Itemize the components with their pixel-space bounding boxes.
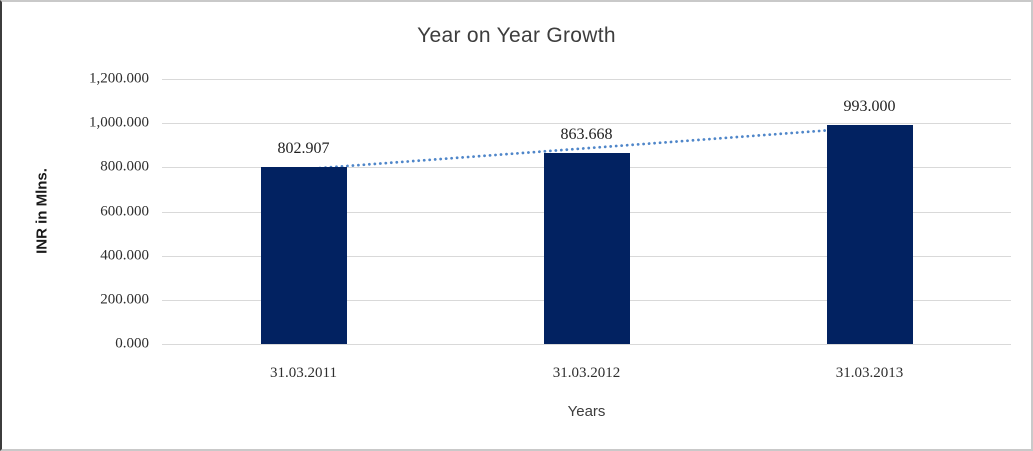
y-tick-label: 600.000 bbox=[100, 203, 149, 219]
y-tick-label: 1,200.000 bbox=[89, 70, 149, 87]
x-tick-label: 31.03.2012 bbox=[552, 365, 621, 381]
bar bbox=[543, 153, 630, 344]
chart-title: Year on Year Growth bbox=[417, 24, 616, 47]
bar-data-label: 802.907 bbox=[277, 139, 330, 157]
gridline bbox=[162, 123, 1011, 125]
y-tick-label: 1,000.000 bbox=[89, 114, 149, 131]
bar bbox=[260, 166, 347, 344]
bar-data-label: 993.000 bbox=[843, 97, 896, 115]
y-tick-label: 400.000 bbox=[100, 247, 149, 264]
y-tick-label: 800.000 bbox=[100, 158, 149, 175]
y-tick-label: 0.000 bbox=[115, 335, 149, 352]
y-tick-label: 200.000 bbox=[100, 291, 149, 308]
x-tick-label: 31.03.2013 bbox=[835, 365, 904, 381]
x-tick-label: 31.03.2011 bbox=[270, 365, 337, 381]
x-axis-title: Years bbox=[567, 403, 606, 420]
bar-data-label: 863.668 bbox=[560, 126, 613, 144]
bar bbox=[826, 124, 913, 344]
gridline bbox=[162, 79, 1011, 80]
gridline bbox=[162, 344, 1011, 345]
